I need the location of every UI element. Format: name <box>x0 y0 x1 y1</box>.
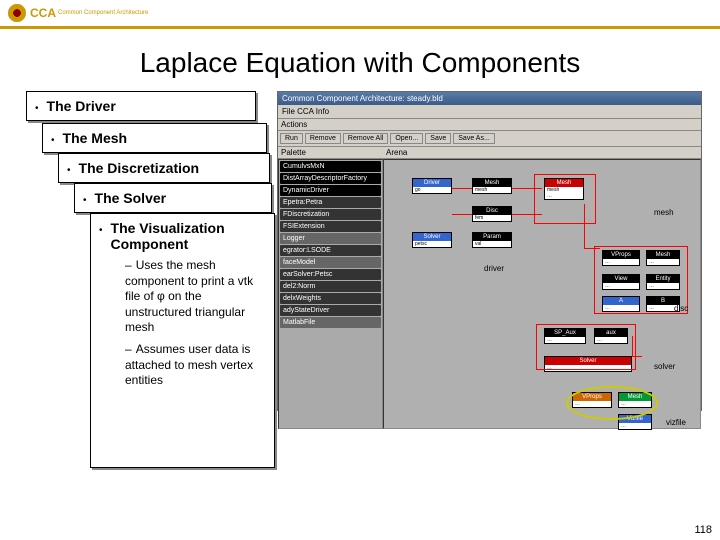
group-rect <box>534 174 596 224</box>
arena-node[interactable]: Drivergo <box>412 178 452 194</box>
wire <box>452 188 472 189</box>
slide-title: Laplace Equation with Components <box>0 47 720 79</box>
card-label: The Discretization <box>79 160 200 176</box>
palette-item[interactable]: egrator:LSODE <box>280 245 381 256</box>
wire <box>632 336 633 356</box>
wire <box>512 214 542 215</box>
palette-item[interactable]: Logger <box>280 233 381 244</box>
arena-node[interactable]: Solverpetsc <box>412 232 452 248</box>
card-label: The Visualization Component <box>111 220 266 252</box>
wire <box>584 204 585 248</box>
arena-node[interactable]: Paramval <box>472 232 512 248</box>
palette-item[interactable]: faceModel <box>280 257 381 268</box>
palette-item[interactable]: Epetra:Petra <box>280 197 381 208</box>
palette-item[interactable]: CumulvsMxN <box>280 161 381 172</box>
card-visualization: • The Visualization Component –Uses the … <box>90 213 275 468</box>
cca-acronym: CCA <box>30 6 56 20</box>
card-0: • The Driver <box>26 91 256 121</box>
window-titlebar: Common Component Architecture: steady.bl… <box>278 92 701 105</box>
vis-desc-1: –Uses the mesh component to print a vtk … <box>125 258 266 336</box>
bullet-icon: • <box>35 103 39 114</box>
slide-header: CCA Common Component Architecture <box>0 0 720 29</box>
toolbar-button[interactable]: Remove <box>305 133 341 144</box>
page-number: 118 <box>694 524 712 536</box>
toolbar-button[interactable]: Remove All <box>343 133 388 144</box>
group-label: driver <box>484 264 504 273</box>
toolbar-button[interactable]: Run <box>280 133 303 144</box>
palette-label: Palette <box>278 147 383 159</box>
card-label: The Driver <box>47 98 116 114</box>
palette-panel[interactable]: CumulvsMxNDistArrayDescriptorFactoryDyna… <box>278 159 383 429</box>
wire <box>632 356 642 357</box>
toolbar-button[interactable]: Save <box>425 133 451 144</box>
group-label: disc <box>674 304 688 313</box>
slide-content: •The Driver•The Mesh•The Discretization•… <box>0 91 720 511</box>
group-label: vizfile <box>666 418 686 427</box>
arena-panel[interactable]: Drivergo Meshmesh Discfem Solverpetsc Paramv… <box>383 159 701 429</box>
menubar[interactable]: File CCA Info <box>278 105 701 119</box>
palette-item[interactable]: DistArrayDescriptorFactory <box>280 173 381 184</box>
palette-item[interactable]: MatlabFile <box>280 317 381 328</box>
cca-logo <box>8 4 26 22</box>
app-screenshot: Common Component Architecture: steady.bl… <box>277 91 702 411</box>
card-3: • The Solver <box>74 183 272 213</box>
bullet-icon: • <box>99 225 103 236</box>
card-1: • The Mesh <box>42 123 267 153</box>
cca-subtitle: Common Component Architecture <box>58 10 148 16</box>
bullet-icon: • <box>51 135 55 146</box>
vis-desc-2: –Assumes user data is attached to mesh v… <box>125 342 266 389</box>
group-rect <box>536 324 636 370</box>
palette-item[interactable]: FDiscretization <box>280 209 381 220</box>
toolbar-button[interactable]: Open... <box>390 133 423 144</box>
bullet-icon: • <box>83 195 87 206</box>
group-label: mesh <box>654 208 674 217</box>
wire <box>512 188 542 189</box>
card-2: • The Discretization <box>58 153 270 183</box>
group-label: solver <box>654 362 675 371</box>
palette-item[interactable]: FSIExtension <box>280 221 381 232</box>
bullet-icon: • <box>67 165 71 176</box>
card-label: The Mesh <box>63 130 128 146</box>
arena-label: Arena <box>383 147 701 159</box>
wire <box>452 214 472 215</box>
palette-item[interactable]: del2:Norm <box>280 281 381 292</box>
toolbar-button[interactable]: Save As... <box>453 133 495 144</box>
toolbar: RunRemoveRemove AllOpen...SaveSave As... <box>278 131 701 147</box>
arena-node[interactable]: Discfem <box>472 206 512 222</box>
highlight-ellipse <box>566 386 658 420</box>
palette-item[interactable]: adyStateDriver <box>280 305 381 316</box>
arena-node[interactable]: Meshmesh <box>472 178 512 194</box>
card-label: The Solver <box>95 190 167 206</box>
palette-item[interactable]: earSolver:Petsc <box>280 269 381 280</box>
palette-item[interactable]: delxWeights <box>280 293 381 304</box>
wire <box>584 248 600 249</box>
palette-item[interactable]: DynamicDriver <box>280 185 381 196</box>
actions-label: Actions <box>278 119 701 131</box>
